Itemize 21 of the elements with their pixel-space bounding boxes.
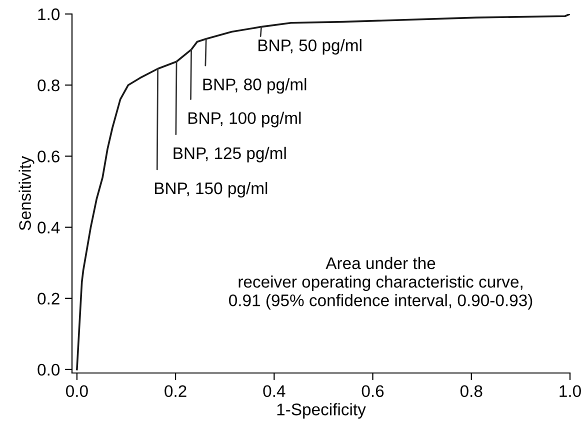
x-tick-label: 0.2 [164, 385, 186, 398]
line-series [76, 14, 570, 370]
x-tick-label: 0.0 [66, 385, 88, 398]
y-tick-label: 0.4 [38, 222, 60, 234]
annotation: BNP, 150 pg/ml [154, 182, 268, 198]
x-tick-label: 0.8 [460, 385, 482, 398]
y-axis-title: Sensitivity [18, 156, 34, 230]
annotation: BNP, 50 pg/ml [258, 39, 362, 55]
x-tick-label: 1.0 [560, 385, 581, 398]
annotation: BNP, 100 pg/ml [188, 112, 301, 128]
y-tick-label: 0.6 [38, 150, 60, 162]
annotation: BNP, 125 pg/ml [174, 146, 286, 162]
y-tick-label: 1.0 [38, 8, 60, 20]
y-tick-label: 0.0 [38, 364, 60, 376]
x-axis-title: 1-Specificity [277, 403, 366, 419]
y-tick-label: 0.2 [38, 292, 60, 305]
x-tick-label: 0.4 [263, 385, 286, 398]
annotation: BNP, 80 pg/ml [203, 78, 306, 94]
x-tick-label: 0.6 [362, 385, 384, 398]
y-tick-label: 0.8 [38, 79, 60, 92]
annotation: Area under the receiver operating characteristic curve, 0.91 (95% confidence interval, 0.90-0.93) [229, 256, 532, 310]
